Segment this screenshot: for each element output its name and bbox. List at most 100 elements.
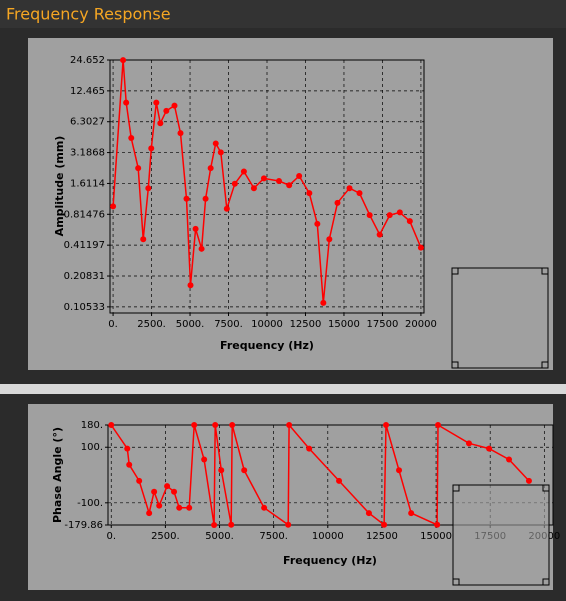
data-point [120,57,127,64]
data-point [136,477,143,484]
data-point [261,504,268,511]
x-axis-title: Frequency (Hz) [220,339,314,352]
y-tick-label: 0.81476 [64,209,105,220]
data-point [486,445,493,452]
inset-handle [451,361,459,369]
data-point [218,467,225,474]
x-tick-label: 5000. [205,531,234,542]
data-point [151,488,158,495]
data-point [217,149,224,156]
inset-handle [541,361,549,369]
data-point [156,502,163,509]
inset-handle [452,578,460,586]
title-bar [0,0,566,28]
y-tick-label: 24.652 [70,55,105,66]
x-tick-label: 12500 [366,531,398,542]
overview-inset [452,484,550,586]
data-point [164,483,171,490]
data-point [123,99,130,106]
data-point [135,165,142,172]
x-tick-label: 12500 [290,319,322,330]
data-point [183,195,190,202]
data-point [202,195,209,202]
data-point [286,182,293,189]
data-point [276,178,283,185]
inset-handle [541,267,549,275]
data-point [228,521,235,528]
data-point [153,99,160,106]
data-point [306,190,313,197]
x-tick-label: 2500. [151,531,180,542]
x-tick-label: 0. [106,531,116,542]
data-point [365,510,372,517]
data-point [296,172,303,179]
y-axis-title: Phase Angle (°) [51,427,64,523]
data-point [465,440,472,447]
data-point [157,120,164,127]
data-point [211,522,218,528]
x-tick-label: 7500. [259,531,288,542]
data-point [286,422,293,428]
data-point [212,422,219,428]
data-point [187,282,194,289]
data-point [241,467,248,474]
data-point [108,422,115,428]
data-point [285,521,292,528]
data-point [212,140,219,147]
data-point [386,212,393,219]
data-point [435,422,442,428]
data-point [176,504,183,511]
data-point [191,422,198,428]
y-tick-label: -179.86 [64,520,103,531]
data-point [250,185,257,192]
y-axis-title: Amplitude (mm) [53,136,66,237]
data-point [336,477,343,484]
inset-handle [452,484,460,492]
y-tick-label: 0.10533 [64,302,105,313]
window-title: Frequency Response [6,5,171,24]
data-point [306,445,313,452]
data-point [128,134,135,141]
x-tick-label: 10000 [312,531,344,542]
data-point [326,236,333,243]
data-point [383,422,390,428]
x-tick-label: 5000. [176,319,205,330]
x-tick-label: 20000 [405,319,437,330]
data-point [356,190,363,197]
x-tick-label: 0. [108,319,118,330]
y-tick-label: 100. [81,442,103,453]
data-point [434,521,441,528]
data-point [207,165,214,172]
data-point [229,422,236,428]
data-point [346,185,353,192]
inset-handle [451,267,459,275]
splitter[interactable] [0,384,566,394]
data-point [320,299,327,306]
data-point [171,488,178,495]
data-point [163,107,170,114]
inset-handle [542,578,550,586]
data-point [124,445,131,452]
data-point [171,102,178,109]
x-tick-label: 2500. [137,319,166,330]
data-point [192,225,199,232]
x-tick-label: 10000 [251,319,283,330]
data-point [334,199,341,206]
data-point [231,180,238,187]
y-tick-label: 0.20831 [64,271,105,282]
y-tick-label: 12.465 [70,86,105,97]
data-point [408,510,415,517]
data-point [417,244,424,251]
data-point [145,185,152,192]
x-tick-label: 7500. [214,319,243,330]
data-point [198,245,205,252]
data-point [110,203,117,210]
y-tick-label: 6.3027 [70,117,105,128]
y-tick-label: 3.1868 [70,148,105,159]
data-point [525,477,532,484]
data-point [126,461,133,468]
data-point [201,456,208,463]
data-point [148,145,155,152]
y-tick-label: 1.6114 [70,178,105,189]
y-tick-label: -100. [77,498,103,509]
